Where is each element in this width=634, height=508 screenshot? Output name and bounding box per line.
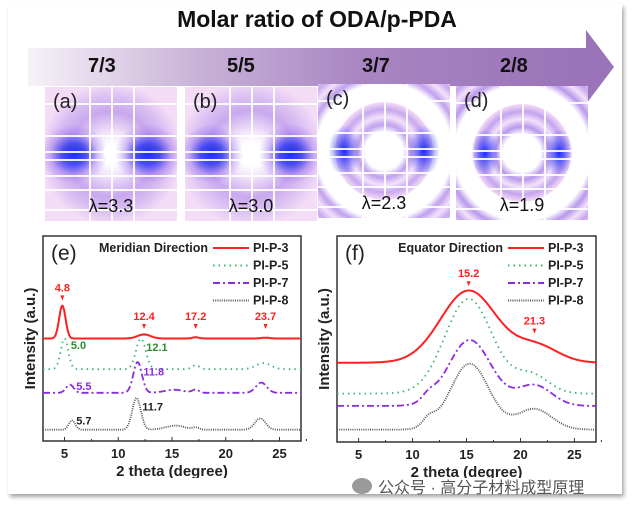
peak-annotation: 12.1 [146,342,167,354]
beam-stop [376,142,390,156]
draw-ratio-label: λ=1.9 [499,195,545,215]
grid-line [133,87,135,221]
y-axis-label: Intensity (a.u.) [316,288,333,390]
grid-line [89,87,91,221]
x-axis-label: 2 theta (degree) [116,463,228,478]
x-tick-label: 5 [355,447,362,462]
panel-label: (e) [51,242,77,265]
peak-annotation: 5.7 [76,416,91,428]
watermark-text: 公众号 · 高分子材料成型原理 [378,480,585,497]
legend-label: PI-P-7 [253,276,288,290]
beam-stop [243,145,257,159]
series-line-pi-p-5 [337,297,596,395]
ratio-label-1: 7/3 [88,55,116,77]
grid-line [273,87,275,221]
grid-line [544,86,546,220]
legend-label: PI-P-3 [253,241,288,255]
x-tick-label: 10 [111,446,125,461]
legend-label: PI-P-5 [253,259,288,273]
peak-annotation: 5.5 [76,381,91,393]
series-line-pi-p-5 [43,337,301,371]
panel-label: (c) [326,88,350,110]
series-line-pi-p-7 [337,339,596,407]
x-tick-label: 25 [567,447,581,462]
peak-arrow-icon [532,328,537,334]
ratio-label-2: 5/5 [227,55,255,77]
legend-label: PI-P-8 [253,294,288,308]
x-tick-label: 10 [405,447,419,462]
ratio-arrow-bar [28,48,588,86]
legend-label: PI-P-5 [548,259,583,273]
panel-label: (f) [345,242,365,265]
legend-label: PI-P-7 [548,276,583,290]
watermark: 公众号 · 高分子材料成型原理 [352,474,584,498]
chart-equator: 5 10 15 20 25 2 theta (degree) Intensity (a.u.… [316,235,602,478]
figure-title: Molar ratio of ODA/p-PDA [177,6,457,32]
x-tick-label: 25 [272,446,286,461]
x-tick-label: 5 [61,446,68,461]
diffraction-pattern-a: (a) λ=3.3 [45,87,177,221]
peak-annotation: 11.8 [143,366,164,378]
ratio-label-4: 2/8 [500,55,528,77]
y-axis-label: Intensity (a.u.) [22,288,39,390]
draw-ratio-label: λ=3.3 [88,196,134,216]
series-line-pi-p-3 [337,289,596,364]
arrow-head-icon [586,30,614,104]
peak-arrow-icon [193,324,198,330]
series-line-pi-p-8 [337,362,596,431]
peak-annotation: 23.7 [255,311,276,323]
panel-label: (a) [53,91,78,113]
series-line-pi-p-8 [43,396,301,431]
x-tick-label: 20 [513,447,527,462]
beam-stop [514,144,528,158]
peak-arrow-icon [60,295,65,301]
chart-title: Equator Direction [398,241,503,255]
peak-annotation: 21.3 [524,316,545,328]
peak-annotation: 4.8 [55,282,70,294]
wechat-icon [352,478,372,494]
peak-annotation: 12.4 [133,311,155,323]
diffraction-pattern-b: (b) λ=3.0 [185,87,317,221]
peak-annotation: 11.7 [142,401,163,413]
series-line-pi-p-3 [43,304,301,340]
diffraction-pattern-d: (d) λ=1.9 [456,86,588,220]
peak-annotation: 17.2 [185,311,206,323]
grid-line [229,87,231,221]
panel-label: (d) [464,90,489,112]
chart-title: Meridian Direction [99,241,208,255]
legend-label: PI-P-8 [548,294,583,308]
x-tick-label: 15 [459,447,473,462]
x-tick-label: 15 [165,446,179,461]
draw-ratio-label: λ=2.3 [361,193,407,213]
peak-arrow-icon [142,324,147,330]
beam-stop [103,145,117,159]
peak-annotation: 5.0 [71,340,86,352]
x-axis-label: 2 theta (degree) [411,464,523,478]
draw-ratio-label: λ=3.0 [228,196,274,216]
peak-arrow-icon [263,324,268,330]
ratio-label-3: 3/7 [362,55,390,77]
peak-annotation: 15.2 [458,268,479,280]
grid-line [406,84,408,218]
grid-line [362,84,364,218]
legend-label: PI-P-3 [548,241,583,255]
chart-meridian: 5 10 15 20 25 2 theta (degree) Intensity (a.u.… [22,235,307,478]
grid-line [500,86,502,220]
peak-arrow-icon [466,281,471,287]
diffraction-pattern-c: (c) λ=2.3 [318,84,450,218]
x-tick-label: 20 [219,446,233,461]
panel-label: (b) [193,91,218,113]
series-line-pi-p-7 [43,361,301,394]
